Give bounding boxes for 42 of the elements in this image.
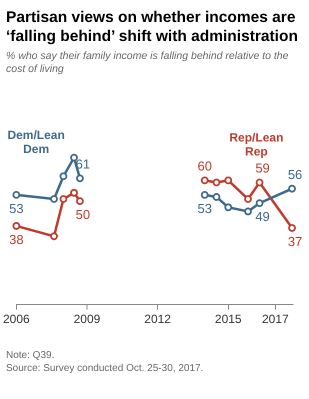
point xyxy=(200,176,209,184)
point xyxy=(50,232,58,240)
data-label: 37 xyxy=(288,234,302,250)
point xyxy=(256,199,264,208)
point xyxy=(76,197,84,205)
point xyxy=(12,190,20,199)
point xyxy=(50,195,58,203)
point xyxy=(288,224,296,232)
source-note: Source: Survey conducted Oct. 25-30, 2017. xyxy=(6,362,204,375)
data-label: 53 xyxy=(9,200,24,216)
point xyxy=(224,203,232,212)
point xyxy=(212,193,220,201)
data-label: 60 xyxy=(197,158,212,174)
point xyxy=(212,178,220,186)
point xyxy=(244,208,252,216)
point xyxy=(76,174,84,182)
data-label: 49 xyxy=(255,209,270,224)
point xyxy=(70,188,78,197)
text: Note: Q39. xyxy=(6,350,56,362)
point xyxy=(200,190,209,199)
point xyxy=(224,176,232,184)
chart-title: Partisan views on whether incomes are ‘falling behind’ shift with administration xyxy=(6,8,299,46)
series-label: Rep/Lean Rep xyxy=(229,130,284,159)
x-tick-label: 2009 xyxy=(74,312,101,326)
x-tick-label: 2012 xyxy=(144,312,172,326)
data-label: 53 xyxy=(197,200,212,216)
point xyxy=(70,154,78,162)
x-tick-label: 2017 xyxy=(262,312,290,326)
x-tick-label: 2006 xyxy=(2,312,30,326)
data-label: 38 xyxy=(9,232,24,248)
data-label: 56 xyxy=(288,166,302,182)
series-label: Dem/Lean Dem xyxy=(7,128,65,156)
chart-subtitle: % who say their family income is falling behind relative to the cost of living xyxy=(6,50,290,76)
data-label: 50 xyxy=(76,207,90,222)
point xyxy=(12,222,20,230)
point xyxy=(256,178,264,186)
point xyxy=(60,195,68,203)
point xyxy=(60,172,68,180)
x-tick-label: 2015 xyxy=(214,312,242,326)
data-label: 59 xyxy=(255,160,270,176)
point xyxy=(244,195,252,203)
point xyxy=(288,184,296,193)
